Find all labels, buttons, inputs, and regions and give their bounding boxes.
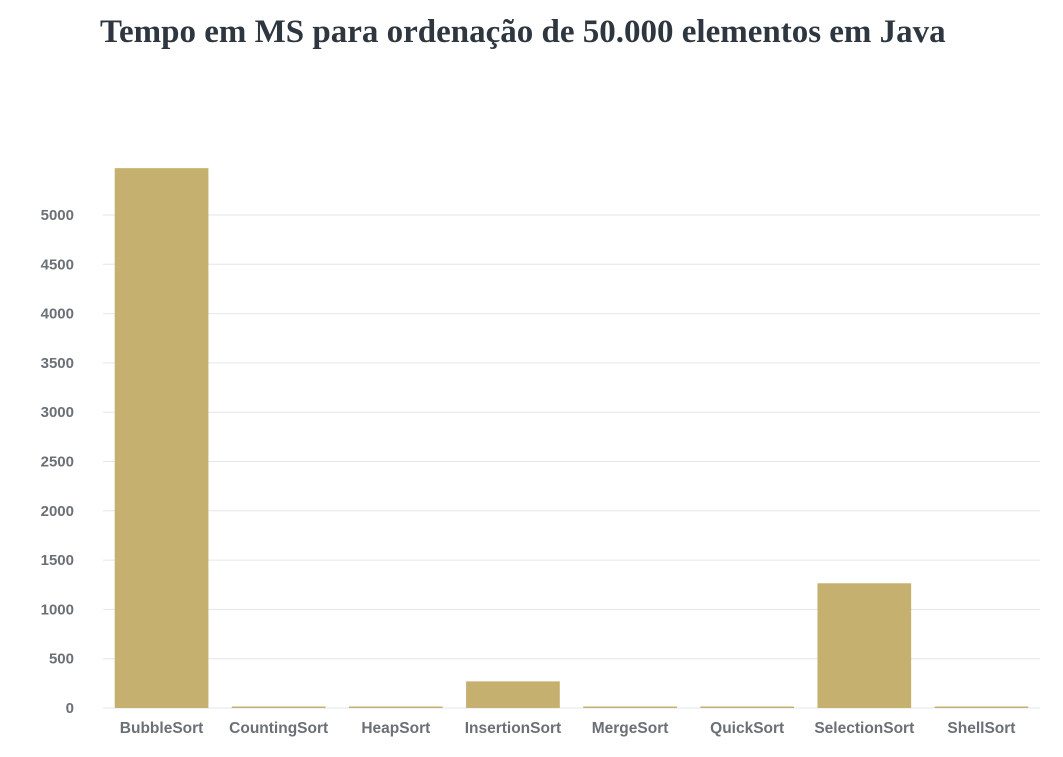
y-axis-ticks: 0 500 1000 1500 2000 2500 3000 3500 4000 4500 5000 (41, 207, 74, 717)
y-tick-label: 5000 (41, 207, 74, 224)
bar-heapsort (348, 706, 443, 708)
x-category-label: MergeSort (592, 720, 669, 737)
chart-title: Tempo em MS para ordenação de 50.000 ele… (100, 14, 946, 50)
bar-shellsort (934, 706, 1029, 708)
x-category-label: InsertionSort (465, 720, 561, 737)
y-tick-label: 4500 (41, 256, 74, 273)
grid-lines (103, 214, 1040, 709)
y-tick-label: 0 (66, 700, 74, 717)
y-tick-label: 500 (49, 651, 74, 668)
bar-quicksort (700, 706, 795, 708)
x-axis-labels: BubbleSort CountingSort HeapSort InsertionS… (120, 720, 1016, 737)
bar-mergesort (583, 706, 677, 708)
y-tick-label: 2500 (41, 454, 74, 471)
x-category-label: HeapSort (361, 720, 430, 737)
y-tick-label: 3000 (41, 404, 74, 421)
y-tick-label: 1000 (41, 601, 74, 618)
y-tick-label: 1500 (41, 552, 74, 569)
y-tick-label: 2000 (41, 503, 74, 520)
y-tick-label: 4000 (41, 306, 74, 323)
y-tick-label: 3500 (41, 355, 74, 372)
x-category-label: ShellSort (947, 720, 1015, 737)
bar-bubblesort (114, 168, 209, 709)
x-category-label: CountingSort (229, 720, 328, 737)
x-category-label: BubbleSort (120, 720, 204, 737)
bar-insertionsort (466, 681, 560, 708)
x-category-label: QuickSort (710, 720, 784, 737)
bar-countingsort (231, 706, 326, 708)
bar-selectionsort (817, 583, 912, 708)
bars (114, 168, 1029, 709)
x-category-label: SelectionSort (814, 720, 914, 737)
